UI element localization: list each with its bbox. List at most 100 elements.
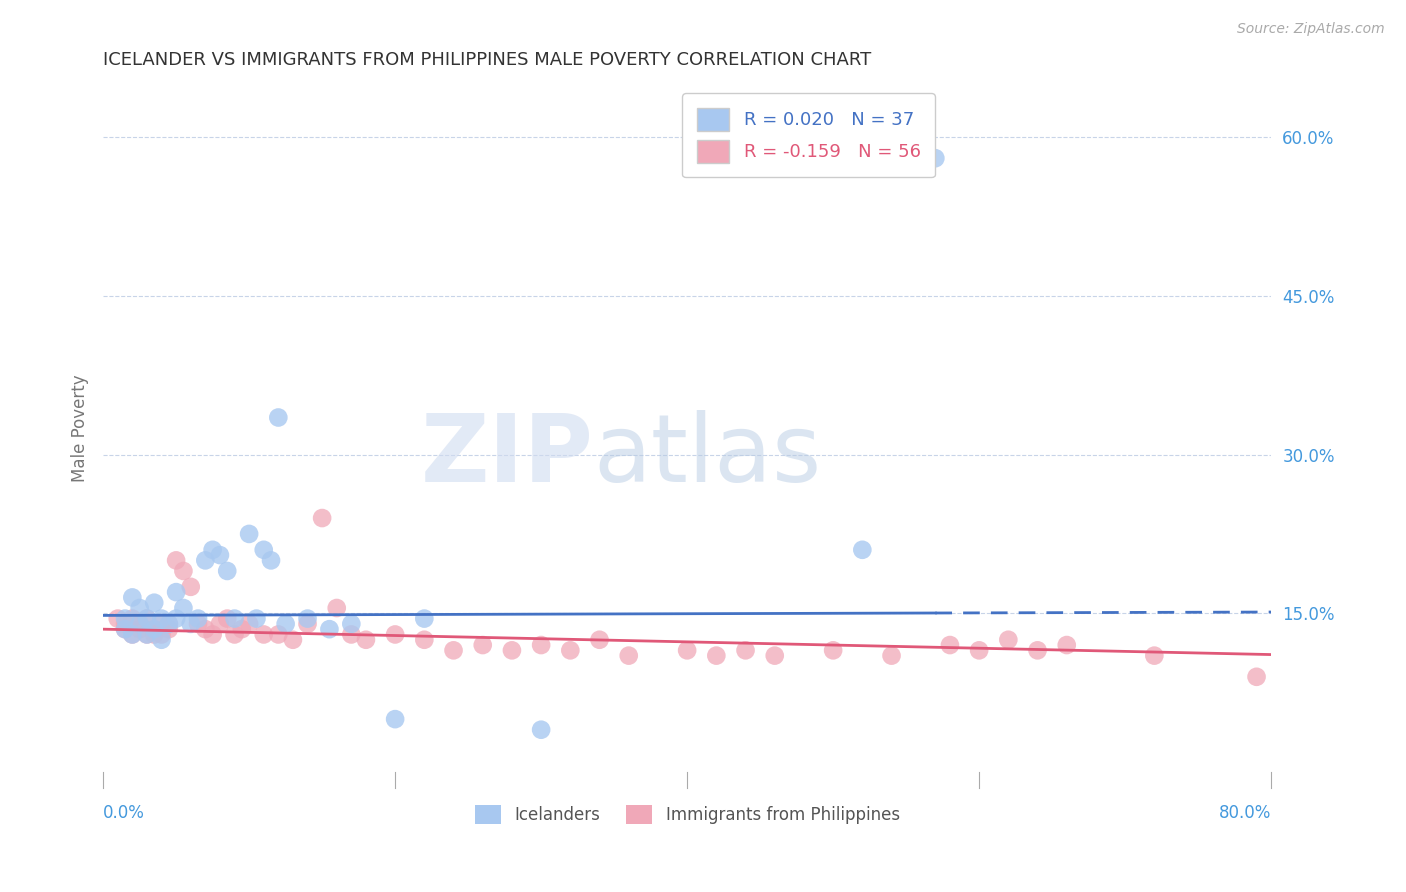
Point: [443, 643, 465, 657]
Point: [238, 616, 260, 631]
Text: atlas: atlas: [593, 409, 823, 501]
Point: [238, 527, 260, 541]
Point: [967, 643, 990, 657]
Point: [1056, 638, 1078, 652]
Point: [297, 611, 319, 625]
Point: [617, 648, 640, 663]
Legend: Icelanders, Immigrants from Philippines: Icelanders, Immigrants from Philippines: [467, 797, 908, 832]
Point: [121, 627, 143, 641]
Point: [311, 511, 333, 525]
Point: [588, 632, 610, 647]
Point: [128, 616, 150, 631]
Point: [851, 542, 873, 557]
Point: [165, 553, 187, 567]
Point: [143, 622, 166, 636]
Point: [471, 638, 494, 652]
Point: [136, 627, 159, 641]
Point: [143, 596, 166, 610]
Point: [924, 151, 946, 165]
Point: [157, 616, 180, 631]
Point: [150, 627, 173, 641]
Point: [172, 601, 194, 615]
Point: [187, 616, 209, 631]
Point: [704, 648, 727, 663]
Point: [172, 564, 194, 578]
Point: [128, 616, 150, 631]
Point: [253, 542, 276, 557]
Point: [530, 723, 553, 737]
Point: [880, 648, 903, 663]
Point: [318, 622, 340, 636]
Point: [217, 611, 239, 625]
Point: [413, 611, 436, 625]
Point: [1026, 643, 1049, 657]
Point: [180, 616, 202, 631]
Point: [201, 542, 224, 557]
Point: [734, 643, 756, 657]
Point: [340, 616, 363, 631]
Point: [245, 611, 267, 625]
Point: [121, 591, 143, 605]
Point: [997, 632, 1019, 647]
Point: [143, 622, 166, 636]
Point: [325, 601, 347, 615]
Point: [217, 564, 239, 578]
Text: ICELANDER VS IMMIGRANTS FROM PHILIPPINES MALE POVERTY CORRELATION CHART: ICELANDER VS IMMIGRANTS FROM PHILIPPINES…: [103, 51, 872, 69]
Point: [208, 616, 231, 631]
Point: [384, 627, 406, 641]
Point: [260, 553, 283, 567]
Point: [107, 611, 129, 625]
Point: [136, 611, 159, 625]
Point: [121, 611, 143, 625]
Text: Source: ZipAtlas.com: Source: ZipAtlas.com: [1237, 22, 1385, 37]
Point: [267, 627, 290, 641]
Point: [208, 548, 231, 562]
Point: [114, 611, 136, 625]
Point: [384, 712, 406, 726]
Point: [763, 648, 786, 663]
Point: [180, 580, 202, 594]
Point: [157, 622, 180, 636]
Point: [194, 622, 217, 636]
Point: [560, 643, 582, 657]
Point: [165, 585, 187, 599]
Y-axis label: Male Poverty: Male Poverty: [72, 375, 89, 482]
Point: [939, 638, 962, 652]
Point: [224, 627, 246, 641]
Point: [136, 611, 159, 625]
Point: [128, 601, 150, 615]
Point: [253, 627, 276, 641]
Point: [267, 410, 290, 425]
Point: [114, 616, 136, 631]
Point: [823, 643, 845, 657]
Point: [128, 622, 150, 636]
Point: [1143, 648, 1166, 663]
Point: [274, 616, 297, 631]
Point: [194, 553, 217, 567]
Point: [114, 622, 136, 636]
Point: [224, 611, 246, 625]
Point: [150, 616, 173, 631]
Text: 80.0%: 80.0%: [1219, 804, 1271, 822]
Point: [413, 632, 436, 647]
Point: [201, 627, 224, 641]
Text: ZIP: ZIP: [420, 409, 593, 501]
Point: [501, 643, 523, 657]
Text: 0.0%: 0.0%: [103, 804, 145, 822]
Point: [354, 632, 377, 647]
Point: [165, 611, 187, 625]
Point: [676, 643, 699, 657]
Point: [340, 627, 363, 641]
Point: [114, 622, 136, 636]
Point: [136, 627, 159, 641]
Point: [231, 622, 253, 636]
Point: [187, 611, 209, 625]
Point: [143, 627, 166, 641]
Point: [530, 638, 553, 652]
Point: [121, 627, 143, 641]
Point: [281, 632, 304, 647]
Point: [150, 632, 173, 647]
Point: [157, 616, 180, 631]
Point: [297, 616, 319, 631]
Point: [1246, 670, 1268, 684]
